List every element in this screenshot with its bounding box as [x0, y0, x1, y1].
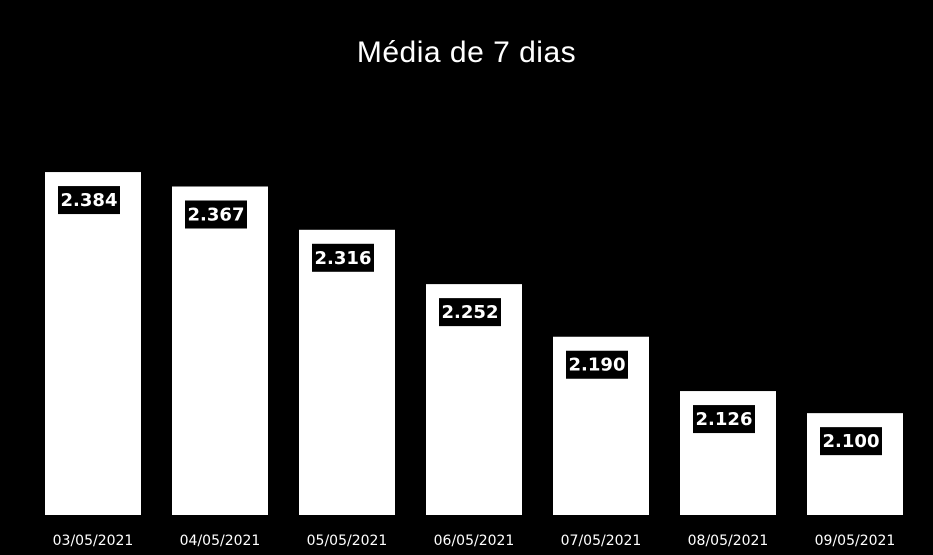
data-label: 2.100: [823, 431, 880, 452]
x-tick-label: 07/05/2021: [561, 533, 642, 549]
data-label: 2.252: [442, 302, 499, 323]
data-label: 2.316: [315, 248, 372, 269]
data-label: 2.190: [569, 355, 626, 376]
bar-03/05/2021: [45, 172, 141, 515]
data-label: 2.384: [61, 190, 118, 211]
data-label-box: [693, 405, 755, 434]
bar-05/05/2021: [299, 229, 395, 515]
x-tick-label: 05/05/2021: [307, 533, 388, 549]
data-label-box: [820, 427, 882, 456]
x-tick-label: 03/05/2021: [53, 533, 134, 549]
data-label-box: [58, 186, 120, 215]
x-tick-label: 04/05/2021: [180, 533, 261, 549]
data-label: 2.126: [696, 409, 753, 430]
data-label-box: [566, 350, 628, 379]
x-tick-label: 08/05/2021: [688, 533, 769, 549]
data-label: 2.367: [188, 205, 245, 226]
data-label-box: [185, 200, 247, 229]
bar-04/05/2021: [172, 186, 268, 515]
data-label-box: [439, 298, 501, 327]
data-label-box: [312, 243, 374, 272]
chart-title: Média de 7 dias: [356, 36, 577, 69]
x-tick-label: 06/05/2021: [434, 533, 515, 549]
x-tick-label: 09/05/2021: [815, 533, 896, 549]
